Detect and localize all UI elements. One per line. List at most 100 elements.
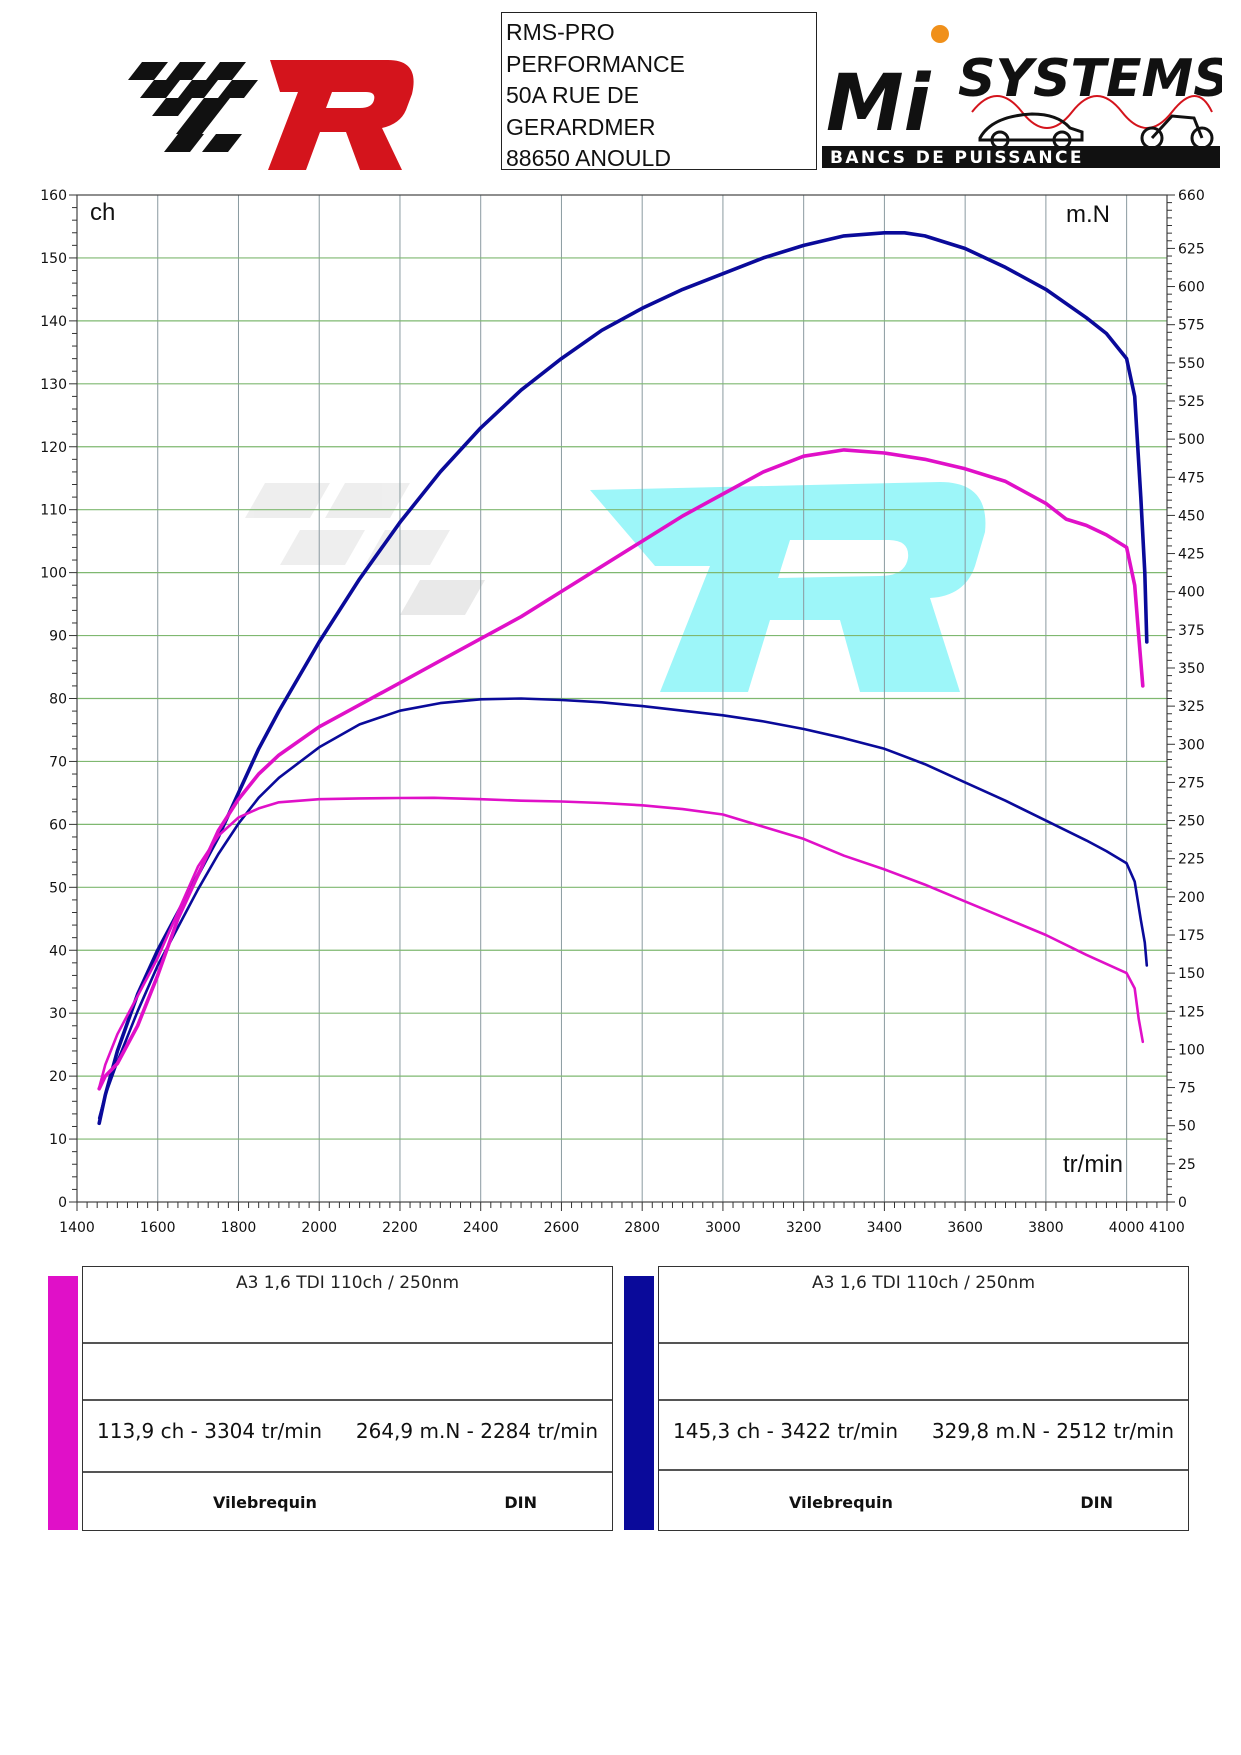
y-left-axis-tick-label: 90: [49, 629, 67, 645]
address-box: RMS-PRO PERFORMANCE 50A RUE DE GERARDMER…: [501, 12, 817, 171]
result-card-divider: [83, 1399, 612, 1401]
series-color-swatch: [48, 1276, 78, 1530]
y-right-axis-tick-label: 325: [1178, 699, 1205, 715]
x-axis-tick-label: 2600: [544, 1220, 580, 1236]
mi-systems-logo: Mi SYSTEMS BANCS DE PUISSANCE: [822, 25, 1222, 168]
result-max-torque: 264,9 m.N - 2284 tr/min: [355, 1419, 598, 1443]
y-right-axis-tick-label: 375: [1178, 623, 1205, 639]
result-norm: DIN: [504, 1493, 537, 1512]
y-right-axis-tick-label: 475: [1178, 470, 1205, 486]
y-right-axis-tick-label: 425: [1178, 547, 1205, 563]
result-card-divider: [659, 1469, 1188, 1471]
dyno-chart: 1400 1600 1800 2000 2200 2400 2600 2800 3000 3200…: [40, 188, 1204, 1236]
result-max-power: 113,9 ch - 3304 tr/min: [97, 1419, 322, 1443]
address-line-3: 50A RUE DE: [506, 82, 639, 108]
y-left-axis-tick-label: 40: [49, 943, 67, 959]
y-left-axis-tick-label: 140: [40, 314, 67, 330]
y-right-axis-tick-label: 0: [1178, 1195, 1187, 1211]
right-axis-unit-label: m.N: [1066, 201, 1110, 228]
result-measure-point: Vilebrequin: [213, 1493, 317, 1512]
logo-brand: SYSTEMS: [958, 49, 1222, 109]
y-right-axis-tick-label: 225: [1178, 852, 1205, 868]
address-line-1: RMS-PRO: [506, 19, 615, 45]
y-left-axis-tick-label: 110: [40, 503, 67, 519]
x-axis-tick-label: 3800: [1028, 1220, 1064, 1236]
x-axis-tick-label: 3400: [867, 1220, 903, 1236]
y-left-axis-tick-label: 100: [40, 566, 67, 582]
y-right-axis-tick-label: 175: [1178, 928, 1205, 944]
blue-torque-curve: [97, 697, 1149, 1120]
y-left-axis-tick-label: 150: [40, 251, 67, 267]
y-left-axis-tick-label: 10: [49, 1132, 67, 1148]
y-left-axis-tick-label: 160: [40, 188, 67, 204]
y-left-axis-tick-label: 80: [49, 692, 67, 708]
x-axis-tick-label: 3200: [786, 1220, 822, 1236]
y-right-axis-tick-label: 200: [1178, 890, 1205, 906]
y-right-axis-tick-label: 275: [1178, 775, 1205, 791]
result-card-divider: [659, 1342, 1188, 1344]
x-axis-tick-label: 2200: [382, 1220, 418, 1236]
y-right-axis-tick-label: 350: [1178, 661, 1205, 677]
y-right-axis-tick-label: 125: [1178, 1004, 1205, 1020]
result-measure-point: Vilebrequin: [789, 1493, 893, 1512]
y-right-axis-tick-label: 500: [1178, 432, 1205, 448]
chart-axes: 1400 1600 1800 2000 2200 2400 2600 2800 3000 3200…: [40, 188, 1204, 1236]
y-left-axis-tick-label: 60: [49, 817, 67, 833]
address-line-2: PERFORMANCE: [506, 50, 685, 77]
chart-series: [97, 231, 1149, 1126]
y-right-axis-tick-label: 525: [1178, 394, 1205, 410]
left-axis-unit-label: ch: [90, 199, 115, 226]
y-right-axis-tick-label: 25: [1178, 1157, 1196, 1173]
result-card-divider: [83, 1471, 612, 1473]
y-right-axis-tick-label: 575: [1178, 318, 1205, 334]
y-right-axis-tick-label: 450: [1178, 508, 1205, 524]
chart-grid: [77, 195, 1167, 1202]
result-max-power: 145,3 ch - 3422 tr/min: [673, 1419, 898, 1443]
result-norm: DIN: [1080, 1493, 1113, 1512]
x-axis-tick-label: 2400: [463, 1220, 499, 1236]
result-card-title: A3 1,6 TDI 110ch / 250nm: [811, 1273, 1036, 1293]
magenta-torque-curve: [97, 796, 1145, 1089]
x-axis-tick-label: 3000: [705, 1220, 741, 1236]
result-card-frame: A3 1,6 TDI 110ch / 250nm 145,3 ch - 3422…: [658, 1266, 1189, 1531]
x-axis-tick-label: 1400: [59, 1220, 95, 1236]
x-axis-tick-label: 1800: [221, 1220, 257, 1236]
y-right-axis-tick-label: 550: [1178, 356, 1205, 372]
y-left-axis-tick-label: 130: [40, 377, 67, 393]
y-left-axis-tick-label: 0: [58, 1195, 67, 1211]
y-right-axis-tick-label: 75: [1178, 1081, 1196, 1097]
y-left-axis-tick-label: 30: [49, 1006, 67, 1022]
series-color-swatch: [624, 1276, 654, 1530]
x-axis-unit-label: tr/min: [1063, 1151, 1123, 1178]
magenta-power-curve: [97, 448, 1145, 1091]
y-left-axis-tick-label: 20: [49, 1069, 67, 1085]
x-axis-tick-label: 3600: [947, 1220, 983, 1236]
y-left-axis-tick-label: 70: [49, 754, 67, 770]
result-card-divider: [659, 1399, 1188, 1401]
logo-dot: [931, 25, 949, 43]
result-card-title: A3 1,6 TDI 110ch / 250nm: [235, 1273, 460, 1293]
y-right-axis-tick-label: 100: [1178, 1042, 1205, 1058]
address-line-4: GERARDMER: [506, 113, 656, 140]
y-right-axis-tick-label: 660: [1178, 188, 1205, 204]
y-right-axis-tick-label: 600: [1178, 280, 1205, 296]
result-card-frame: A3 1,6 TDI 110ch / 250nm 113,9 ch - 3304…: [82, 1266, 613, 1531]
x-axis-tick-label: 1600: [140, 1220, 176, 1236]
blue-power-curve: [97, 231, 1149, 1126]
y-right-axis-tick-label: 300: [1178, 737, 1205, 753]
result-card-divider: [83, 1342, 612, 1344]
logo-tagline: BANCS DE PUISSANCE: [830, 148, 1084, 168]
rms-pro-logo: [128, 60, 414, 170]
y-right-axis-tick-label: 625: [1178, 241, 1205, 257]
result-max-torque: 329,8 m.N - 2512 tr/min: [931, 1419, 1174, 1443]
x-axis-tick-label: 4000: [1109, 1220, 1145, 1236]
x-axis-tick-label: 2800: [624, 1220, 660, 1236]
y-right-axis-tick-label: 150: [1178, 966, 1205, 982]
x-axis-tick-label: 4100: [1149, 1220, 1185, 1236]
logo-mi-letters: Mi: [826, 59, 932, 149]
y-left-axis-tick-label: 120: [40, 440, 67, 456]
address-line-5: 88650 ANOULD: [506, 145, 671, 171]
y-left-axis-tick-label: 50: [49, 880, 67, 896]
y-right-axis-tick-label: 50: [1178, 1119, 1196, 1135]
y-right-axis-tick-label: 400: [1178, 585, 1205, 601]
